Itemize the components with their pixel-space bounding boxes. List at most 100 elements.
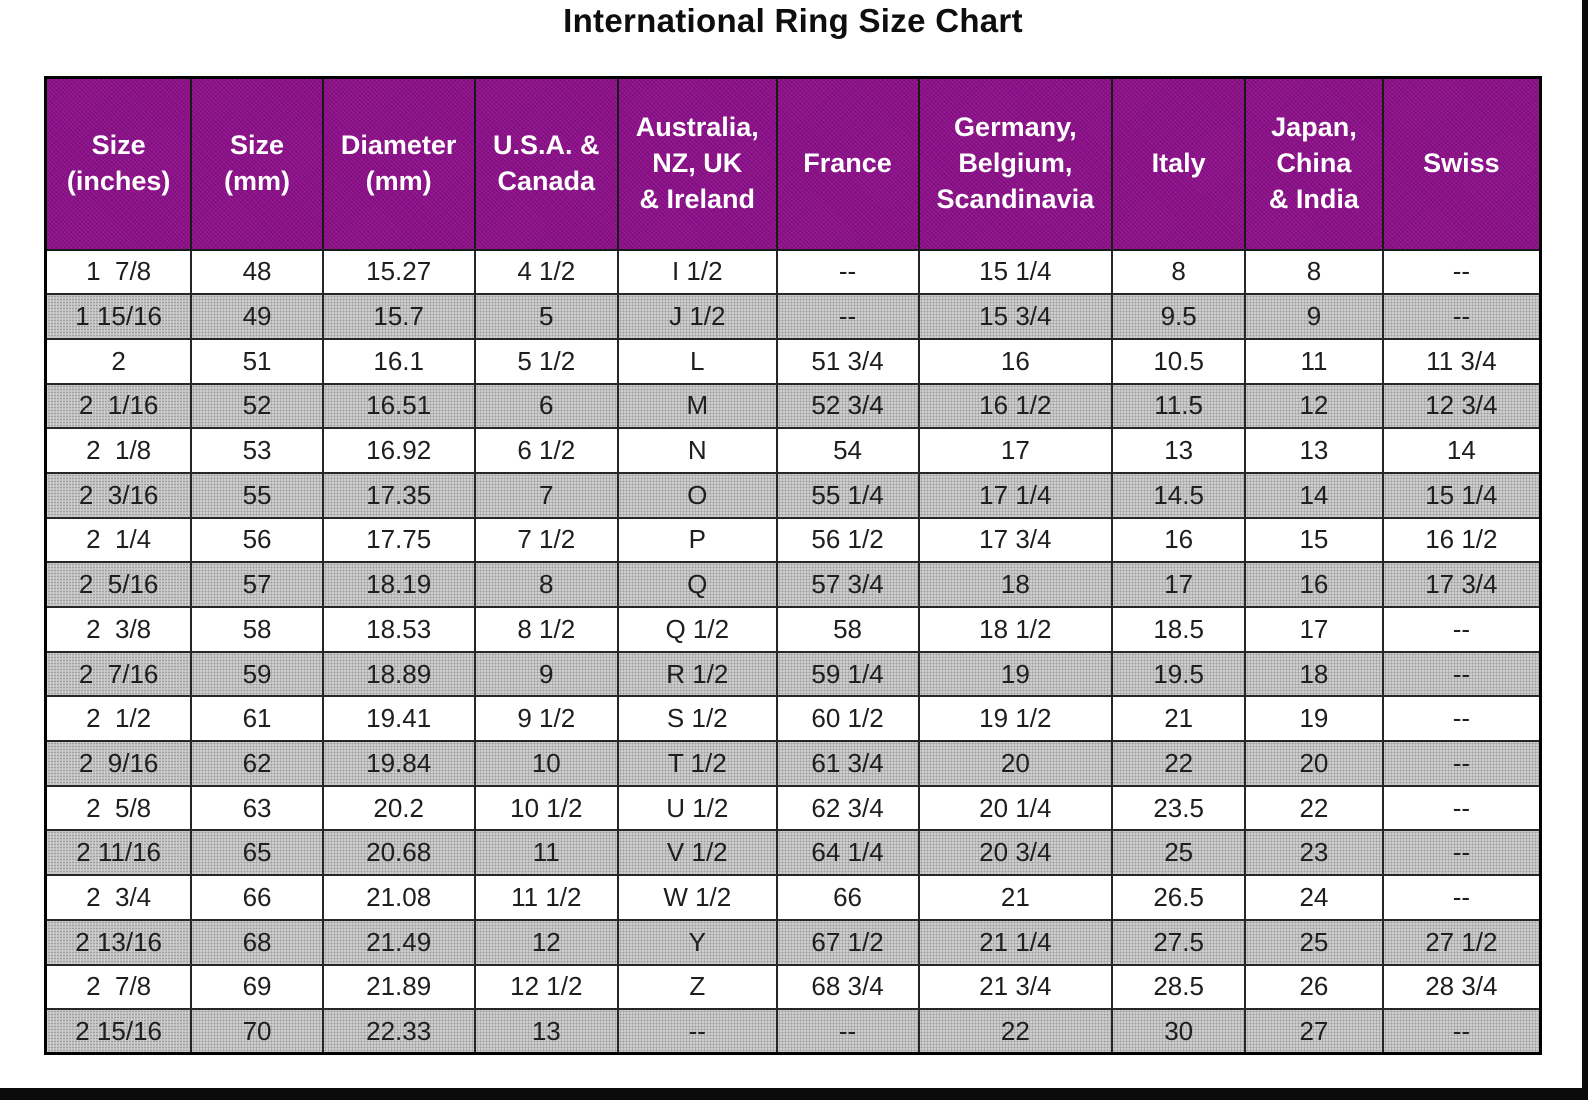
column-header: U.S.A. & Canada (473, 76, 620, 251)
cell: 22 (1111, 740, 1247, 787)
cell: 51 3/4 (775, 337, 920, 385)
cell: 30 (1111, 1008, 1247, 1055)
cell: 10 (473, 740, 620, 787)
column-header: Size (mm) (190, 76, 324, 251)
column-header: Japan, China & India (1244, 76, 1384, 251)
cell: 15 3/4 (917, 293, 1114, 340)
cell: 2 5/8 (44, 784, 193, 832)
cell: 19.41 (321, 695, 476, 743)
cell: 18 (1244, 650, 1384, 698)
cell: -- (1381, 740, 1542, 787)
table-row: 2 51 16.1 5 1/2 L 51 3/4 16 10.5 11 11 3/4 (44, 337, 1542, 385)
cell: 12 (1244, 382, 1384, 430)
cell: 69 (190, 963, 324, 1011)
cell: 52 3/4 (775, 382, 920, 430)
table-row: 2 15/16 70 22.33 13 -- -- 22 30 27 -- (44, 1008, 1542, 1055)
cell: 19.84 (321, 740, 476, 787)
cell: 2 1/16 (44, 382, 193, 430)
table-row: 2 7/8 69 21.89 12 1/2 Z 68 3/4 21 3/4 28.5 26 28 … (44, 963, 1542, 1011)
cell: 21.08 (321, 874, 476, 921)
cell: 54 (775, 427, 920, 474)
cell: 5 1/2 (473, 337, 620, 385)
cell: 20.68 (321, 829, 476, 877)
cell: 68 3/4 (775, 963, 920, 1011)
cell: 2 15/16 (44, 1008, 193, 1055)
cell: Z (617, 963, 778, 1011)
cell: 58 (775, 606, 920, 653)
cell: 8 (473, 561, 620, 608)
table-row: 2 1/2 61 19.41 9 1/2 S 1/2 60 1/2 19 1/2 21 19 -- (44, 695, 1542, 743)
cell: 16.51 (321, 382, 476, 430)
cell: 11.5 (1111, 382, 1247, 430)
column-header: Germany, Belgium, Scandinavia (917, 76, 1114, 251)
header-row: Size (inches) Size (mm) Diameter (mm) U.S.A… (44, 76, 1542, 251)
cell: 62 3/4 (775, 784, 920, 832)
table-body: 1 7/8 48 15.27 4 1/2 I 1/2 -- 15 1/4 8 8 -- 1 15/1… (44, 248, 1542, 1055)
cell: 21.89 (321, 963, 476, 1011)
cell: 19.5 (1111, 650, 1247, 698)
cell: 16 (1244, 561, 1384, 608)
cell: 20 (917, 740, 1114, 787)
cell: 61 (190, 695, 324, 743)
cell: 18.5 (1111, 606, 1247, 653)
cell: 20 1/4 (917, 784, 1114, 832)
cell: 19 (917, 650, 1114, 698)
cell: 2 3/16 (44, 471, 193, 519)
cell: 2 3/8 (44, 606, 193, 653)
cell: 18 1/2 (917, 606, 1114, 653)
cell: 56 (190, 516, 324, 564)
cell: 14 (1381, 427, 1542, 474)
table-row: 2 7/16 59 18.89 9 R 1/2 59 1/4 19 19.5 18 -- (44, 650, 1542, 698)
cell: 15.27 (321, 248, 476, 296)
cell: 17 3/4 (917, 516, 1114, 564)
cell: 62 (190, 740, 324, 787)
cell: P (617, 516, 778, 564)
cell: 22.33 (321, 1008, 476, 1055)
cell: 11 (1244, 337, 1384, 385)
table-row: 2 1/16 52 16.51 6 M 52 3/4 16 1/2 11.5 12 12 3/4 (44, 382, 1542, 430)
cell: Q (617, 561, 778, 608)
cell: 53 (190, 427, 324, 474)
cell: 18.19 (321, 561, 476, 608)
cell: 23 (1244, 829, 1384, 877)
cell: 5 (473, 293, 620, 340)
cell: 27 1/2 (1381, 918, 1542, 966)
cell: 20.2 (321, 784, 476, 832)
cell: Q 1/2 (617, 606, 778, 653)
cell: M (617, 382, 778, 430)
cell: 59 1/4 (775, 650, 920, 698)
table-row: 2 5/16 57 18.19 8 Q 57 3/4 18 17 16 17 3/4 (44, 561, 1542, 608)
table-row: 2 3/8 58 18.53 8 1/2 Q 1/2 58 18 1/2 18.5 17 -- (44, 606, 1542, 653)
cell: 20 3/4 (917, 829, 1114, 877)
cell: 18.89 (321, 650, 476, 698)
cell: 14 (1244, 471, 1384, 519)
bottom-border-bar (0, 1088, 1588, 1100)
cell: -- (1381, 650, 1542, 698)
cell: 1 15/16 (44, 293, 193, 340)
cell: W 1/2 (617, 874, 778, 921)
cell: N (617, 427, 778, 474)
table-row: 1 7/8 48 15.27 4 1/2 I 1/2 -- 15 1/4 8 8 -- (44, 248, 1542, 296)
cell: Y (617, 918, 778, 966)
cell: 8 (1111, 248, 1247, 296)
table-row: 2 3/16 55 17.35 7 O 55 1/4 17 1/4 14.5 14 15 1/4 (44, 471, 1542, 519)
cell: 21 (917, 874, 1114, 921)
table-header: Size (inches) Size (mm) Diameter (mm) U.S.A… (44, 76, 1542, 251)
cell: 66 (775, 874, 920, 921)
cell: 8 (1244, 248, 1384, 296)
cell: 21.49 (321, 918, 476, 966)
cell: 9.5 (1111, 293, 1247, 340)
cell: 18.53 (321, 606, 476, 653)
cell: 2 1/2 (44, 695, 193, 743)
cell: 25 (1111, 829, 1247, 877)
cell: -- (617, 1008, 778, 1055)
table-row: 2 3/4 66 21.08 11 1/2 W 1/2 66 21 26.5 24 -- (44, 874, 1542, 921)
table-row: 1 15/16 49 15.7 5 J 1/2 -- 15 3/4 9.5 9 -- (44, 293, 1542, 340)
cell: 15 1/4 (1381, 471, 1542, 519)
cell: 61 3/4 (775, 740, 920, 787)
cell: 2 1/8 (44, 427, 193, 474)
column-header: Australia, NZ, UK & Ireland (617, 76, 778, 251)
column-header: Diameter (mm) (321, 76, 476, 251)
cell: -- (775, 248, 920, 296)
cell: 59 (190, 650, 324, 698)
